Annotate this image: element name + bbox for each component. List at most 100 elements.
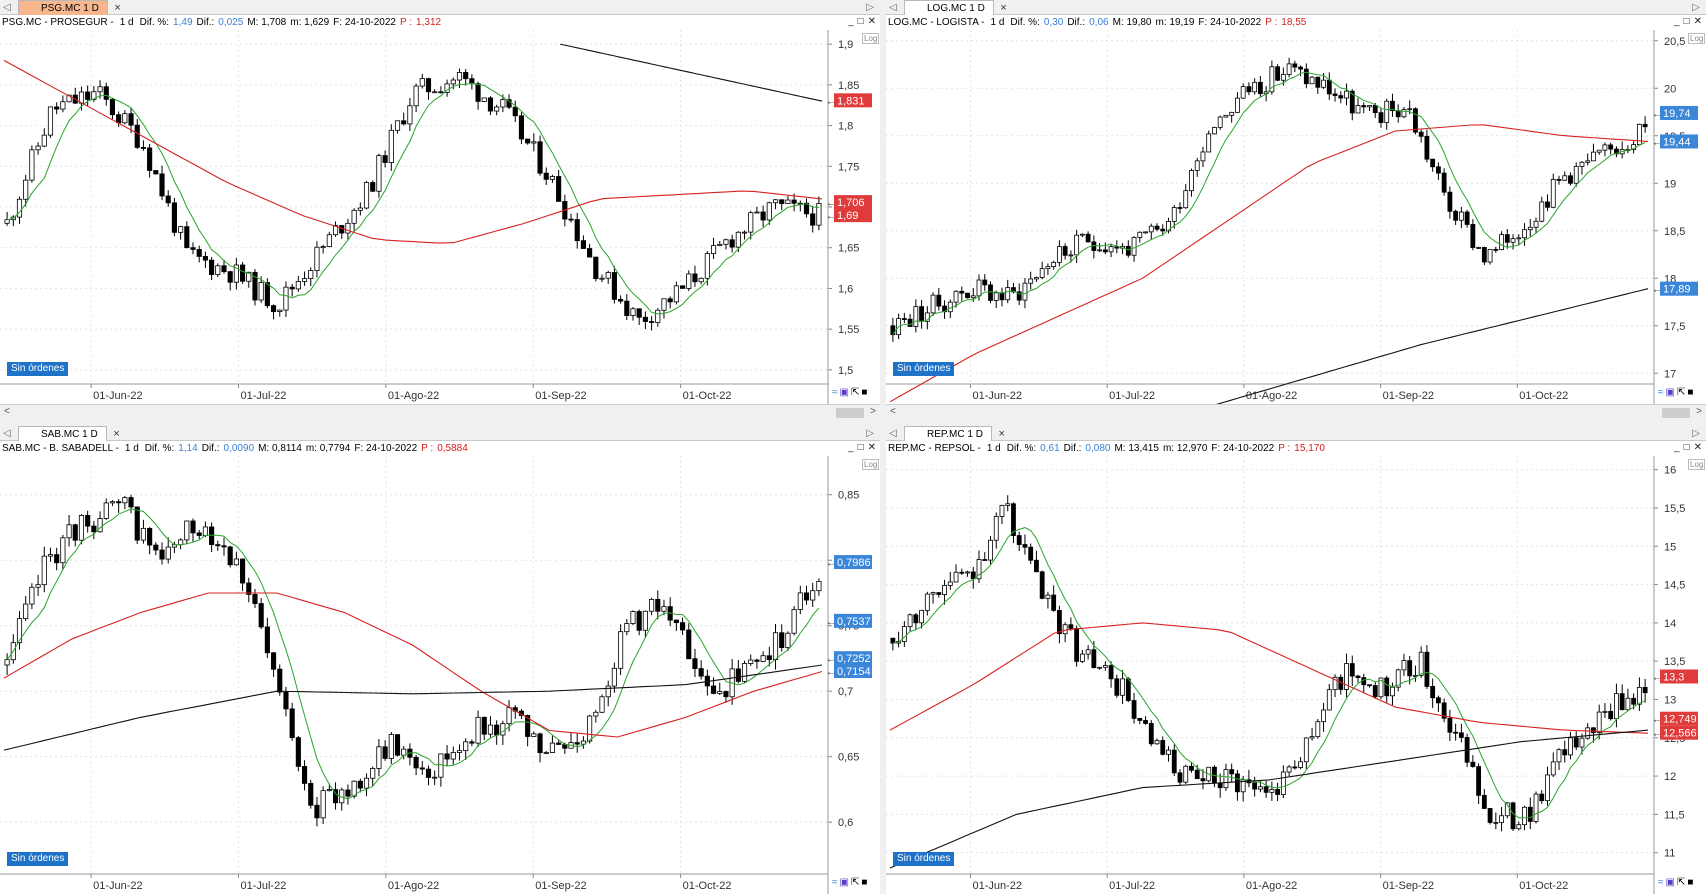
tab-scroll-left-icon[interactable]: ◁ [889,2,897,13]
tab-sab[interactable]: SAB.MC 1 D × [18,426,120,441]
maximize-icon[interactable]: □ [1683,16,1694,27]
candle [41,134,47,147]
candle [605,685,611,698]
log-scale-toggle[interactable]: Log [862,459,880,470]
close-icon[interactable]: ✕ [1693,442,1706,453]
price-chart[interactable]: 1615,51514,51413,51312,51211,51101-Jun-2… [886,456,1706,894]
tab-scroll-left-icon[interactable]: ◁ [3,2,11,13]
scroll-right-icon[interactable]: > [870,406,876,417]
chart-panel-sab: ◁ SAB.MC 1 D × ▷ SAB.MC - B. SABADELL - 1 d Di… [0,426,880,894]
sin-ordenes-badge[interactable]: Sin órdenes [893,852,955,866]
chart-area[interactable]: 20,52019,51918,51817,51701-Jun-2201-Jul-… [886,30,1706,412]
chart-area[interactable]: 0,850,80,750,70,650,601-Jun-2201-Jul-220… [0,456,880,894]
candle [184,520,190,541]
maximize-icon[interactable]: □ [1683,442,1694,453]
fill-square-icon[interactable]: ■ [1687,877,1696,888]
save-icon[interactable]: ▣ [839,877,851,888]
candle [1458,732,1464,738]
tab-close-icon[interactable]: × [114,2,121,14]
candle [1487,248,1493,263]
price-label-box [834,93,872,108]
tab-close-icon[interactable]: × [998,428,1005,440]
candle [233,264,239,283]
candle [1407,108,1413,111]
candle [930,294,936,314]
maximize-icon[interactable]: □ [857,442,868,453]
y-tick-label: 16 [1664,465,1676,477]
minimize-icon[interactable]: _ [1674,442,1684,453]
scroll-left-icon[interactable]: < [890,406,896,417]
candle [1292,63,1298,68]
tab-scroll-right-icon[interactable]: ▷ [1692,428,1700,439]
symbol-name: PSG.MC - PROSEGUR - [2,17,114,28]
maximize-icon[interactable]: □ [857,16,868,27]
scroll-thumb[interactable] [1662,408,1690,418]
detach-icon[interactable]: ⇱ [1676,877,1688,888]
minimize-icon[interactable]: _ [848,16,858,27]
p-value: 18,55 [1281,17,1307,28]
minimize-icon[interactable]: _ [848,442,858,453]
horizontal-scrollbar[interactable]: < > [886,404,1706,420]
wave-icon[interactable]: ≈ [1658,877,1666,888]
log-scale-toggle[interactable]: Log [862,33,880,44]
wave-icon[interactable]: ≈ [832,877,840,888]
candle [537,141,543,174]
tab-log[interactable]: LOG.MC 1 D × [904,0,1007,15]
max-value: M: 1,708 [247,17,287,28]
close-icon[interactable]: ✕ [1693,16,1706,27]
save-icon[interactable]: ▣ [1665,387,1677,398]
candle [549,742,556,753]
tab-close-icon[interactable]: × [113,428,120,440]
tab-scroll-right-icon[interactable]: ▷ [866,428,874,439]
scroll-right-icon[interactable]: > [1696,406,1702,417]
tab-scroll-left-icon[interactable]: ◁ [3,428,11,439]
tab-close-icon[interactable]: × [1000,2,1007,14]
x-tick-label: 01-Jul-22 [240,880,286,892]
fill-square-icon[interactable]: ■ [861,877,870,888]
detach-icon[interactable]: ⇱ [1676,387,1688,398]
x-tick-label: 01-Sep-22 [1383,880,1434,892]
candle [1493,821,1499,824]
candle [942,585,947,595]
price-chart[interactable]: 1,91,851,81,751,71,651,61,551,501-Jun-22… [0,30,880,404]
candle [1407,660,1413,677]
sin-ordenes-badge[interactable]: Sin órdenes [893,362,955,376]
sin-ordenes-badge[interactable]: Sin órdenes [7,362,69,376]
detach-icon[interactable]: ⇱ [850,877,862,888]
fill-square-icon[interactable]: ■ [1687,387,1696,398]
price-chart[interactable]: 20,52019,51918,51817,51701-Jun-2201-Jul-… [886,30,1706,412]
candle [432,91,438,94]
tab-rep[interactable]: REP.MC 1 D × [904,426,1005,441]
chart-area[interactable]: 1,91,851,81,751,71,651,61,551,501-Jun-22… [0,30,880,404]
candle [1252,81,1258,93]
close-icon[interactable]: ✕ [867,16,880,27]
candle [1183,765,1189,783]
tab-scroll-right-icon[interactable]: ▷ [866,2,874,13]
candle [947,581,953,586]
scroll-left-icon[interactable]: < [4,406,10,417]
candle [438,91,444,94]
candle [1183,190,1189,209]
wave-icon[interactable]: ≈ [1658,387,1666,398]
chart-area[interactable]: 1615,51514,51413,51312,51211,51101-Jun-2… [886,456,1706,894]
candle [209,526,215,546]
candle [277,668,283,693]
wave-icon[interactable]: ≈ [832,387,840,398]
minimize-icon[interactable]: _ [1674,16,1684,27]
dif-pct-label: Dif. %: [144,443,175,454]
horizontal-scrollbar[interactable]: < > [0,404,880,420]
log-scale-toggle[interactable]: Log [1688,459,1706,470]
detach-icon[interactable]: ⇱ [850,387,862,398]
save-icon[interactable]: ▣ [839,387,851,398]
scroll-thumb[interactable] [836,408,864,418]
save-icon[interactable]: ▣ [1665,877,1677,888]
price-chart[interactable]: 0,850,80,750,70,650,601-Jun-2201-Jul-220… [0,456,880,894]
tab-scroll-right-icon[interactable]: ▷ [1692,2,1700,13]
sin-ordenes-badge[interactable]: Sin órdenes [7,852,69,866]
candle [1240,779,1246,793]
tab-scroll-left-icon[interactable]: ◁ [889,428,897,439]
tab-psg[interactable]: PSG.MC 1 D × [18,0,121,15]
close-icon[interactable]: ✕ [867,442,880,453]
log-scale-toggle[interactable]: Log [1688,33,1706,44]
fill-square-icon[interactable]: ■ [861,387,870,398]
